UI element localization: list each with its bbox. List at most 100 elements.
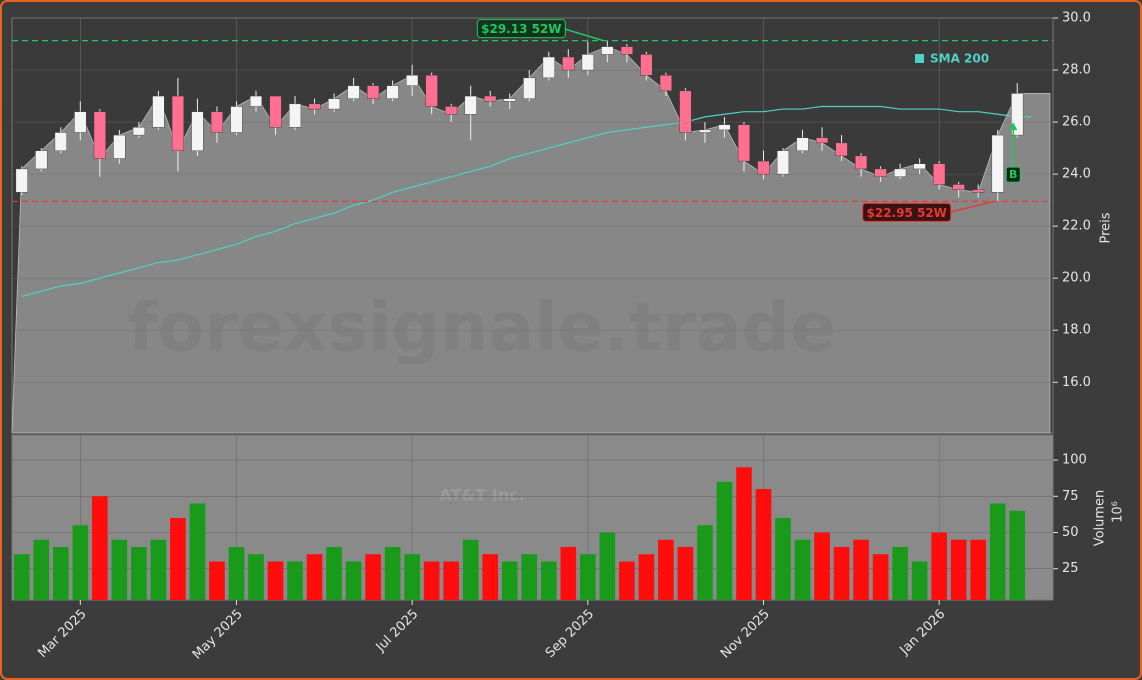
volume-bar [189, 503, 206, 600]
sma-line [21, 105, 1031, 297]
y-axis-label: Volumen [1093, 490, 1108, 547]
candle-body [269, 95, 282, 128]
annotation-box [862, 202, 952, 222]
y-tick-label: 50 [1062, 525, 1079, 540]
y-tick-label: 20.0 [1062, 271, 1091, 286]
y-tick-label: 16.0 [1062, 375, 1091, 390]
legend-label: SMA 200 [930, 52, 989, 66]
volume-bar [345, 561, 362, 600]
volume-bar [384, 546, 401, 600]
volume-bar [92, 496, 108, 600]
y-tick-label: 100 [1062, 453, 1087, 468]
legend-swatch [915, 54, 924, 63]
candle-body [698, 129, 711, 133]
volume-bar [228, 546, 245, 600]
candle-body [93, 111, 106, 159]
y-tick-label: 18.0 [1062, 323, 1091, 338]
volume-bar [52, 546, 69, 600]
volume-bar [521, 554, 538, 600]
y-tick-label: 25 [1062, 561, 1079, 576]
candle-body [991, 134, 1004, 193]
volume-bar [423, 561, 440, 600]
candle-body [815, 137, 829, 144]
volume-bar [1009, 510, 1026, 600]
volume-bar [209, 561, 225, 600]
volume-bar [462, 539, 479, 600]
volume-bar [482, 554, 499, 600]
candle-body [191, 111, 204, 151]
volume-bar [287, 561, 303, 600]
candle-body [152, 95, 165, 128]
logo: AT&T Inc. [439, 486, 524, 505]
volume-bar [599, 532, 616, 600]
candle-body [308, 103, 321, 110]
volume-bar [326, 546, 342, 600]
candle-body [15, 168, 28, 193]
candle-body [230, 106, 243, 133]
volume-bar [365, 554, 381, 600]
candle-body [113, 134, 126, 159]
volume-bar [580, 554, 596, 600]
candle-body [328, 98, 341, 110]
watermark: forexsignale.trade [128, 289, 837, 368]
volume-bar [794, 539, 811, 600]
volume-bar [501, 561, 518, 600]
volume-bar [697, 525, 713, 600]
candle-body [367, 85, 380, 99]
candle-body [210, 111, 224, 133]
candle-body [737, 124, 751, 162]
candle-body [679, 90, 692, 133]
y-tick-label: 28.0 [1062, 63, 1091, 78]
volume-bar [638, 554, 655, 600]
volume-bar [716, 481, 733, 600]
y-tick-label: 75 [1062, 489, 1079, 504]
annotation-arrow [563, 27, 604, 42]
volume-bar [989, 503, 1006, 600]
volume-bar [658, 539, 674, 600]
candle-body [894, 168, 907, 177]
candle-body [718, 124, 731, 131]
volume-bar [111, 539, 128, 600]
candle-body [406, 75, 419, 86]
candle-body [542, 56, 555, 79]
signal-label: B [1009, 168, 1017, 181]
volume-bar [131, 546, 147, 600]
candle-body [640, 54, 653, 76]
candle-body [288, 103, 302, 128]
y-axis-unit: 10⁶ [1111, 501, 1126, 523]
candle-body [659, 75, 672, 92]
y-tick-label: 24.0 [1062, 167, 1091, 182]
candle-body [249, 95, 263, 107]
volume-bar [560, 546, 577, 600]
signal-arrowhead [1009, 122, 1018, 131]
volume-bar [775, 518, 791, 600]
volume-bar [931, 532, 947, 600]
volume-bar [33, 539, 50, 600]
volume-bar [443, 561, 459, 600]
volume-bar [677, 546, 694, 600]
candle-body [972, 189, 985, 193]
candle-body [835, 142, 848, 157]
candle-body [503, 98, 516, 102]
volume-bar [950, 539, 967, 600]
y-tick-label: 22.0 [1062, 219, 1091, 234]
signal-box [1005, 166, 1021, 183]
volume-bar [833, 546, 850, 600]
candle-body [933, 163, 946, 185]
volume-bar [911, 561, 928, 600]
annotation-arrow [948, 200, 994, 214]
volume-bar [306, 554, 323, 600]
y-tick-label: 30.0 [1062, 11, 1091, 26]
candle-body [132, 127, 145, 136]
candle-body [171, 95, 184, 151]
candle-body [386, 85, 399, 99]
candle-body [425, 75, 438, 107]
volume-bar [248, 554, 264, 600]
annotation-label: $29.13 52W [481, 22, 561, 36]
candle-body [601, 46, 614, 55]
volume-bar [150, 539, 167, 600]
volume-bar [404, 554, 420, 600]
candle-body [855, 155, 868, 170]
candle-body [347, 85, 360, 99]
